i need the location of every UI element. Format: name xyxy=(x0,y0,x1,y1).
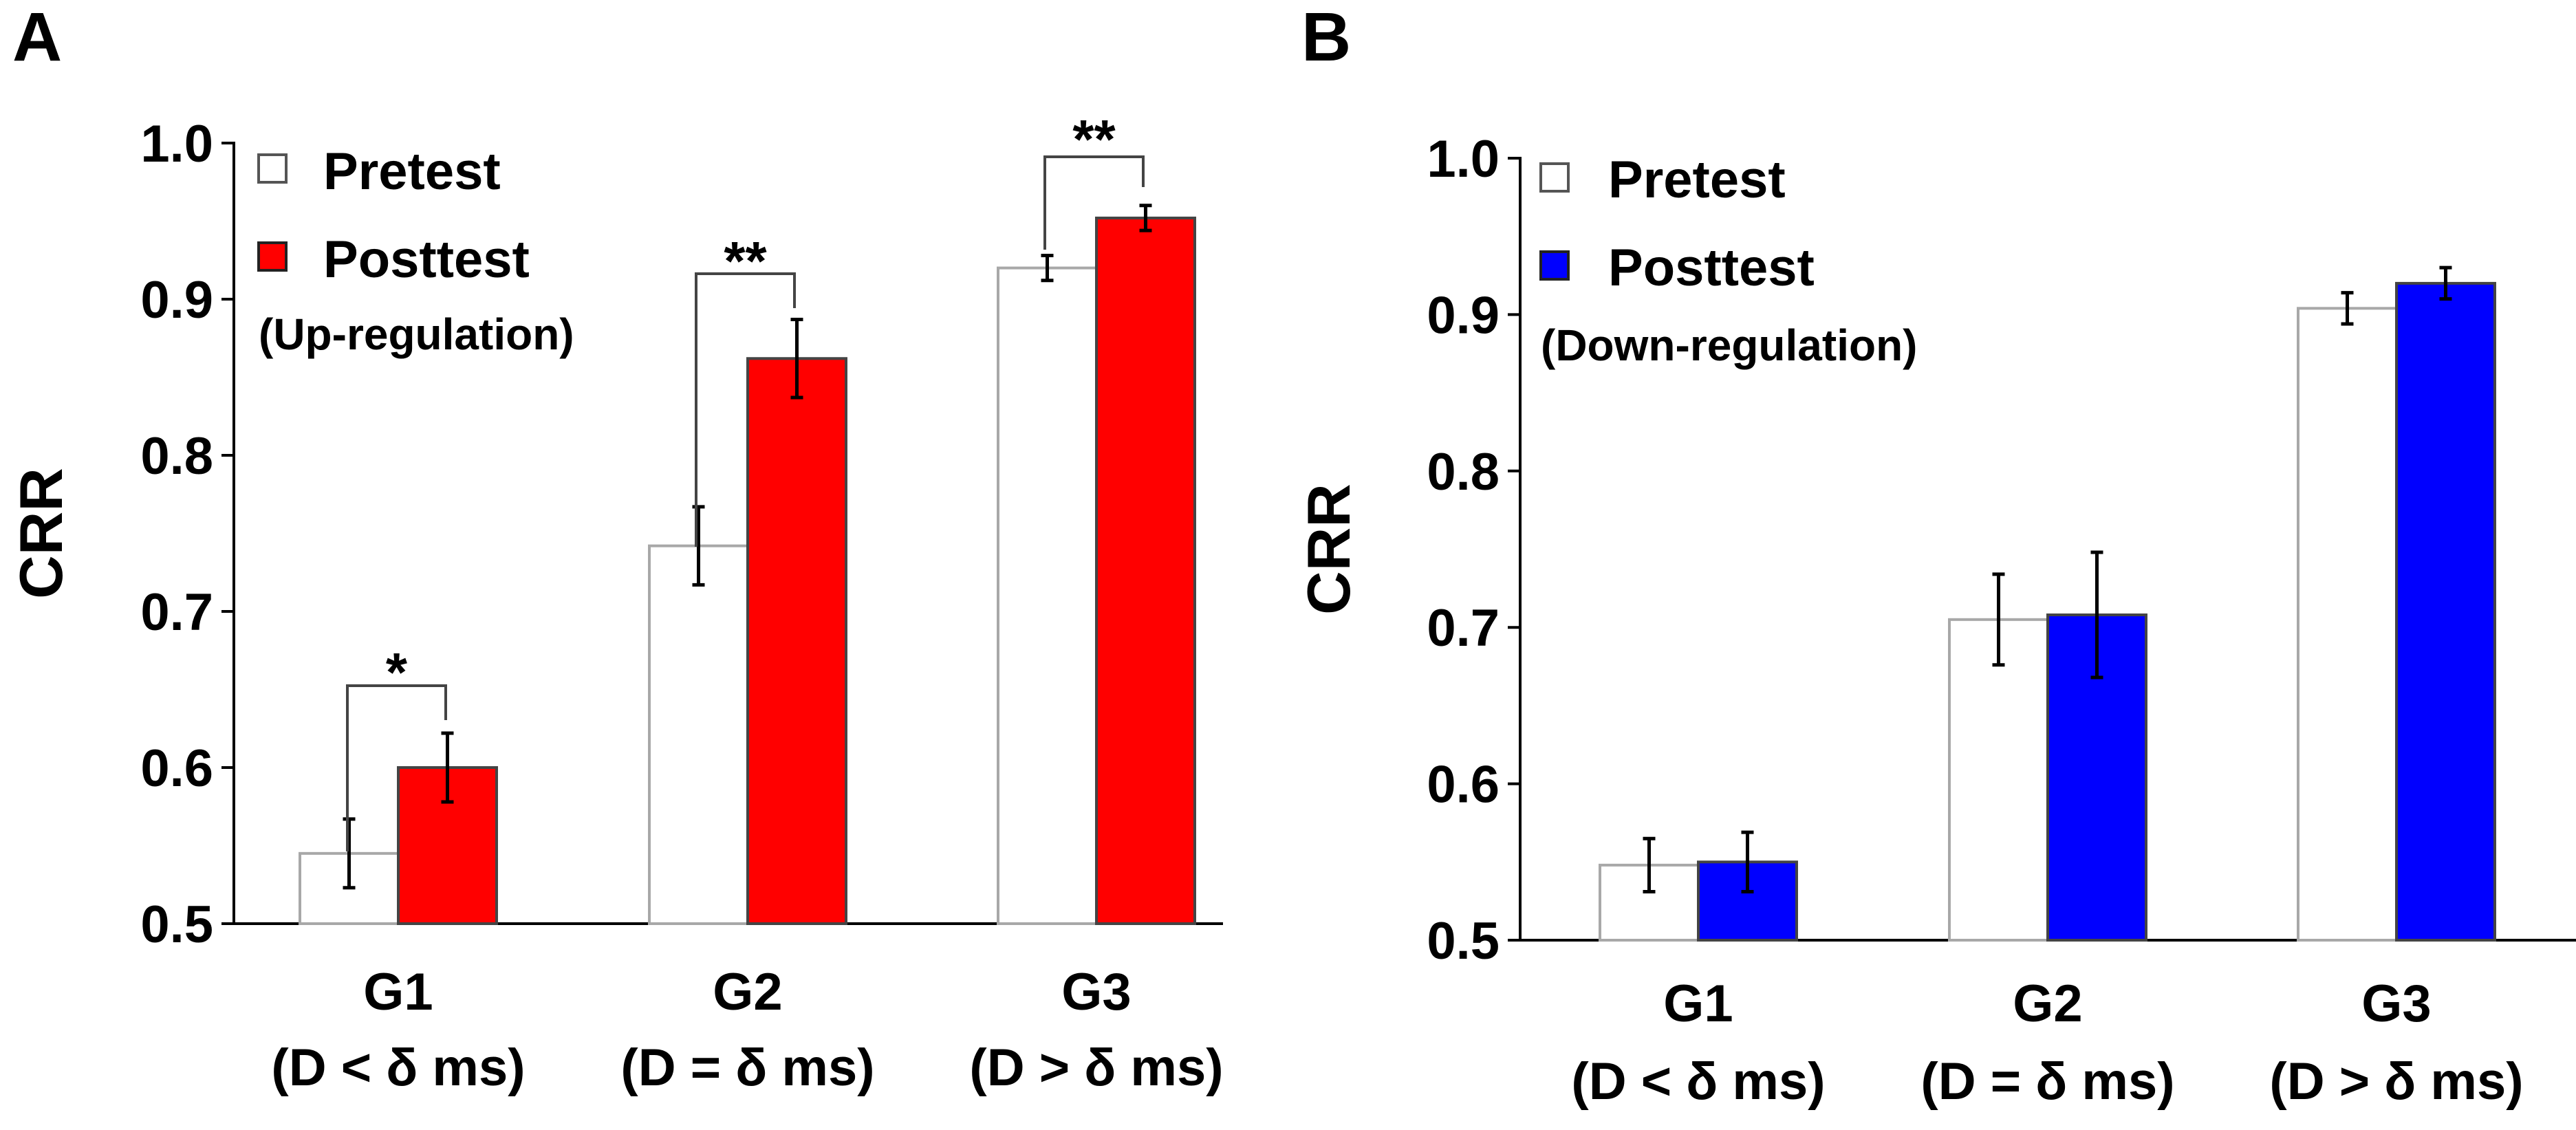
y-tick-label: 0.6 xyxy=(1427,756,1500,814)
panel-label: B xyxy=(1301,0,1351,76)
legend-swatch-pretest xyxy=(257,153,288,184)
significance-bracket xyxy=(695,272,796,547)
legend-swatch-posttest xyxy=(1539,250,1570,281)
y-tick-label: 0.9 xyxy=(1427,286,1500,345)
significance-marker: ** xyxy=(1072,109,1116,170)
legend-label-posttest: Posttest xyxy=(323,230,530,289)
bar-posttest-g3 xyxy=(1095,216,1196,926)
category-sublabel: (D > δ ms) xyxy=(2269,1052,2523,1111)
category-label: G2 xyxy=(2013,975,2082,1033)
significance-bracket xyxy=(1043,155,1145,250)
y-axis-label: CRR xyxy=(1295,483,1363,615)
category-sublabel: (D < δ ms) xyxy=(271,1039,525,1097)
legend-label-pretest: Pretest xyxy=(1608,151,1786,209)
category-label: G3 xyxy=(2361,975,2431,1033)
significance-bracket xyxy=(346,684,447,851)
legend-label-pretest: Pretest xyxy=(323,142,501,201)
legend-label-posttest: Posttest xyxy=(1608,239,1815,297)
y-tick-label: 0.7 xyxy=(140,583,213,642)
significance-marker: ** xyxy=(724,230,767,292)
significance-marker: * xyxy=(386,642,408,703)
bar-posttest-g2 xyxy=(746,357,847,925)
panel-label: A xyxy=(12,0,62,76)
category-sublabel: (D > δ ms) xyxy=(969,1039,1223,1097)
y-tick-label: 0.7 xyxy=(1427,599,1500,658)
bar-pretest-g3 xyxy=(2297,307,2398,942)
legend-note: (Down-regulation) xyxy=(1541,320,1917,370)
category-sublabel: (D = δ ms) xyxy=(620,1039,874,1097)
y-axis-label: CRR xyxy=(7,468,75,599)
category-label: G3 xyxy=(1061,963,1131,1021)
bar-pretest-g2 xyxy=(1948,618,2049,942)
y-tick-label: 0.8 xyxy=(140,427,213,486)
bar-posttest-g3 xyxy=(2395,281,2496,942)
y-tick-label: 1.0 xyxy=(140,115,213,173)
y-tick-label: 0.6 xyxy=(140,739,213,798)
category-label: G1 xyxy=(363,963,433,1021)
y-tick-label: 0.9 xyxy=(140,271,213,329)
legend-swatch-posttest xyxy=(257,241,288,272)
category-label: G1 xyxy=(1663,975,1733,1033)
y-tick-label: 0.5 xyxy=(140,895,213,954)
y-tick-label: 1.0 xyxy=(1427,130,1500,188)
legend-swatch-pretest xyxy=(1539,162,1570,193)
category-label: G2 xyxy=(713,963,782,1021)
category-sublabel: (D < δ ms) xyxy=(1571,1052,1825,1111)
y-tick-label: 0.5 xyxy=(1427,912,1500,970)
bar-pretest-g3 xyxy=(997,266,1098,926)
legend-note: (Up-regulation) xyxy=(259,309,574,359)
category-sublabel: (D = δ ms) xyxy=(1920,1052,2174,1111)
bar-pretest-g2 xyxy=(648,544,749,925)
y-tick-label: 0.8 xyxy=(1427,443,1500,501)
